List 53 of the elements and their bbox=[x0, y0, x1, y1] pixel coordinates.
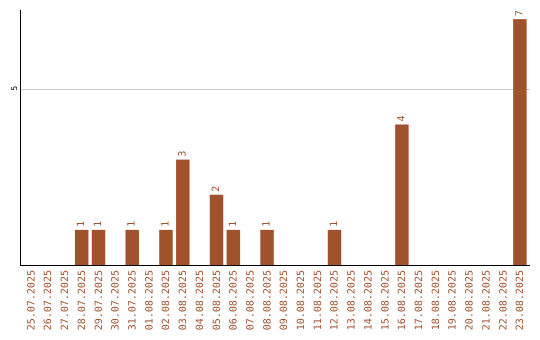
x-tick-label: 03.08.2025 bbox=[178, 270, 190, 330]
x-tick-label: 05.08.2025 bbox=[212, 270, 223, 330]
x-tick-label: 12.08.2025 bbox=[330, 270, 341, 330]
x-tick-label: 18.08.2025 bbox=[430, 270, 442, 330]
data-label: 3 bbox=[177, 150, 188, 157]
x-tick-label: 14.08.2025 bbox=[363, 270, 374, 330]
x-tick-label: 06.08.2025 bbox=[228, 270, 240, 330]
data-label: 4 bbox=[396, 115, 408, 122]
data-label: 1 bbox=[93, 220, 104, 227]
x-tick-label: 28.07.2025 bbox=[76, 270, 88, 330]
bar bbox=[92, 230, 106, 265]
data-label: 1 bbox=[328, 220, 340, 227]
data-label: 1 bbox=[160, 220, 172, 227]
data-label: 2 bbox=[211, 186, 222, 192]
x-tick-label: 07.08.2025 bbox=[245, 270, 256, 330]
x-tick-label: 15.08.2025 bbox=[380, 270, 392, 330]
data-label: 7 bbox=[514, 10, 526, 16]
x-tick-label: 08.08.2025 bbox=[262, 270, 274, 330]
x-tick-label: 17.08.2025 bbox=[414, 270, 426, 330]
x-tick-label: 31.07.2025 bbox=[127, 270, 138, 330]
x-tick-label: 23.08.2025 bbox=[515, 270, 526, 330]
x-tick-label: 02.08.2025 bbox=[161, 270, 172, 330]
x-tick-label: 22.08.2025 bbox=[498, 270, 510, 330]
x-tick-label: 20.08.2025 bbox=[464, 270, 476, 330]
bar bbox=[226, 230, 240, 265]
x-tick-label: 10.08.2025 bbox=[296, 270, 308, 330]
x-tick-label: 11.08.2025 bbox=[312, 270, 324, 330]
bar bbox=[260, 230, 274, 265]
x-tick-label: 16.08.2025 bbox=[397, 270, 408, 330]
data-label: 1 bbox=[126, 220, 138, 227]
x-tick-label: 21.08.2025 bbox=[481, 270, 492, 330]
y-tick-label: 5 bbox=[10, 86, 19, 91]
x-tick-label: 25.07.2025 bbox=[26, 270, 38, 330]
x-tick-label: 27.07.2025 bbox=[60, 270, 72, 330]
bar bbox=[210, 194, 224, 265]
x-tick-label: 04.08.2025 bbox=[194, 270, 206, 330]
bar bbox=[395, 124, 409, 265]
x-tick-label: 26.07.2025 bbox=[43, 270, 54, 330]
data-label: 1 bbox=[262, 220, 273, 227]
bar bbox=[513, 19, 527, 265]
bar bbox=[126, 230, 139, 265]
bar bbox=[159, 230, 173, 265]
bar bbox=[74, 230, 88, 265]
bar bbox=[176, 160, 190, 265]
data-label: 1 bbox=[76, 220, 88, 227]
x-tick-label: 19.08.2025 bbox=[448, 270, 459, 330]
x-tick-label: 01.08.2025 bbox=[144, 270, 156, 330]
x-tick-label: 13.08.2025 bbox=[346, 270, 358, 330]
x-tick-label: 09.08.2025 bbox=[279, 270, 290, 330]
data-label: 1 bbox=[228, 220, 239, 227]
bar bbox=[328, 230, 342, 265]
x-tick-label: 29.07.2025 bbox=[94, 270, 105, 330]
x-tick-label: 30.07.2025 bbox=[110, 270, 122, 330]
